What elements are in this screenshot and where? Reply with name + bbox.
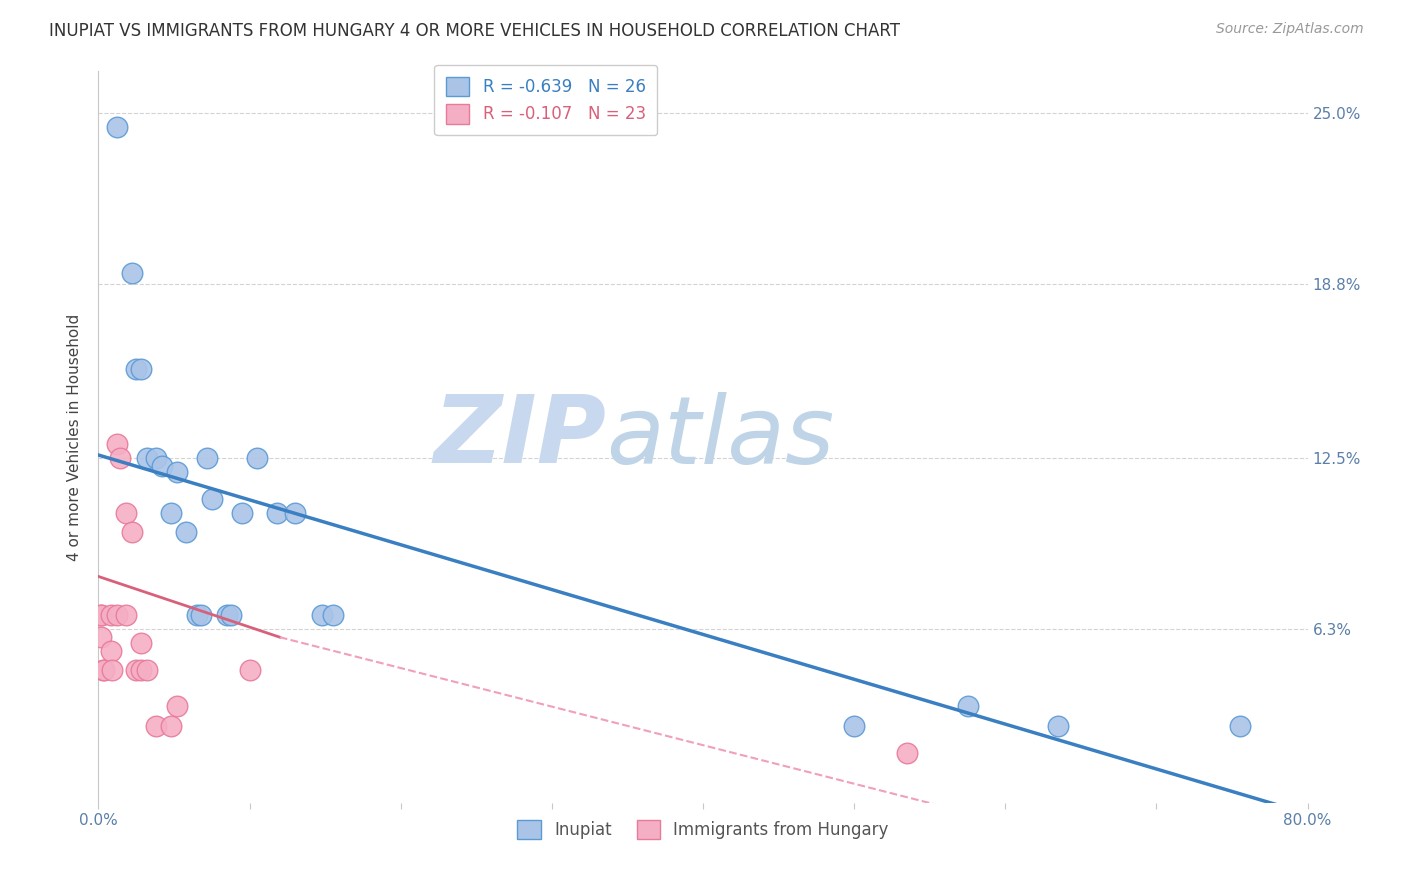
Point: [1229, 718, 1251, 732]
Point: [322, 608, 344, 623]
Point: [160, 506, 183, 520]
Point: [91, 663, 114, 677]
Point: [105, 437, 128, 451]
Point: [129, 362, 152, 376]
Point: [311, 608, 333, 623]
Point: [114, 608, 136, 623]
Point: [100, 644, 122, 658]
Point: [100, 608, 122, 623]
Point: [145, 718, 167, 732]
Point: [186, 608, 208, 623]
Point: [239, 663, 262, 677]
Point: [90, 630, 112, 644]
Point: [166, 465, 188, 479]
Point: [125, 362, 148, 376]
Point: [129, 636, 152, 650]
Point: [121, 525, 143, 540]
Point: [246, 450, 269, 465]
Point: [956, 699, 979, 714]
Point: [195, 450, 218, 465]
Point: [215, 608, 238, 623]
Point: [135, 663, 157, 677]
Point: [190, 608, 212, 623]
Point: [844, 718, 866, 732]
Point: [896, 746, 918, 760]
Text: atlas: atlas: [606, 392, 835, 483]
Point: [90, 608, 112, 623]
Point: [145, 450, 167, 465]
Point: [284, 506, 307, 520]
Point: [266, 506, 288, 520]
Point: [174, 525, 197, 540]
Legend: Inupiat, Immigrants from Hungary: Inupiat, Immigrants from Hungary: [510, 814, 896, 846]
Point: [105, 608, 128, 623]
Point: [108, 450, 131, 465]
Y-axis label: 4 or more Vehicles in Household: 4 or more Vehicles in Household: [67, 313, 83, 561]
Point: [105, 120, 128, 134]
Text: ZIP: ZIP: [433, 391, 606, 483]
Point: [135, 450, 157, 465]
Point: [121, 266, 143, 280]
Point: [221, 608, 243, 623]
Point: [160, 718, 183, 732]
Point: [1047, 718, 1070, 732]
Text: INUPIAT VS IMMIGRANTS FROM HUNGARY 4 OR MORE VEHICLES IN HOUSEHOLD CORRELATION C: INUPIAT VS IMMIGRANTS FROM HUNGARY 4 OR …: [49, 22, 900, 40]
Point: [166, 699, 188, 714]
Point: [150, 458, 173, 473]
Point: [201, 492, 224, 507]
Point: [90, 608, 112, 623]
Point: [231, 506, 253, 520]
Point: [125, 663, 148, 677]
Point: [93, 663, 115, 677]
Point: [114, 506, 136, 520]
Point: [129, 663, 152, 677]
Text: Source: ZipAtlas.com: Source: ZipAtlas.com: [1216, 22, 1364, 37]
Point: [101, 663, 124, 677]
